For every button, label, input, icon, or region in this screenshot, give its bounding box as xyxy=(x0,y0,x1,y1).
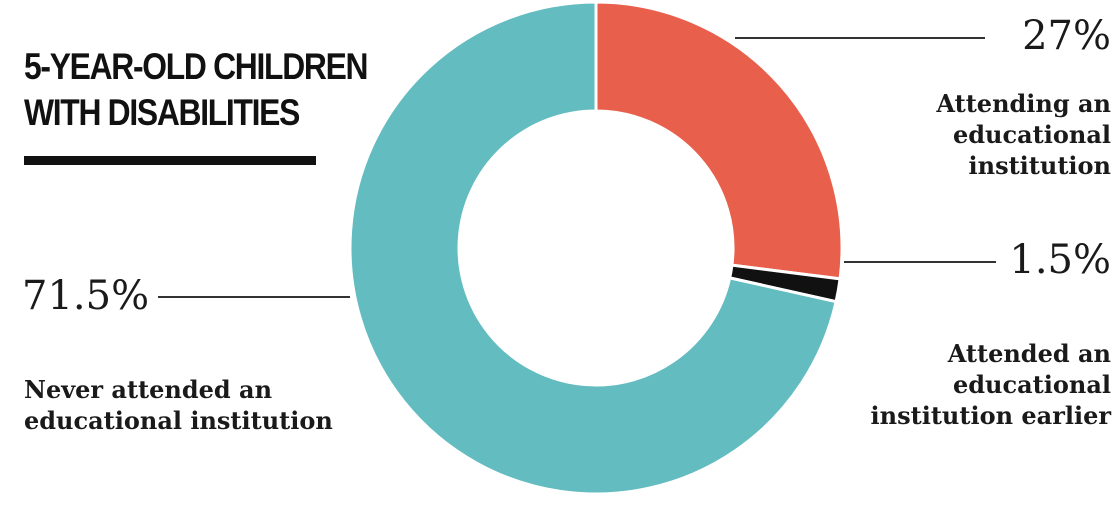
desc-label-attending: Attending an educational institution xyxy=(936,89,1111,180)
donut-slice-never-attended xyxy=(348,0,838,496)
chart-title-line-2: WITH DISABILITIES xyxy=(24,92,300,133)
desc-label-earlier: Attended an educational institution earl… xyxy=(870,339,1111,430)
title-underline xyxy=(24,156,316,165)
leader-line-attending xyxy=(735,37,985,39)
leader-line-never xyxy=(158,296,350,298)
desc-label-never: Never attended an educational institutio… xyxy=(24,375,333,435)
pct-label-never: 71.5% xyxy=(22,273,150,319)
leader-line-earlier xyxy=(844,261,996,263)
donut-slice-attending xyxy=(594,0,844,281)
pct-label-attending: 27% xyxy=(1022,13,1111,59)
chart-title: 5-YEAR-OLD CHILDREN WITH DISABILITIES xyxy=(24,44,368,136)
pct-label-earlier: 1.5% xyxy=(1009,237,1111,283)
chart-title-line-1: 5-YEAR-OLD CHILDREN xyxy=(24,46,368,87)
